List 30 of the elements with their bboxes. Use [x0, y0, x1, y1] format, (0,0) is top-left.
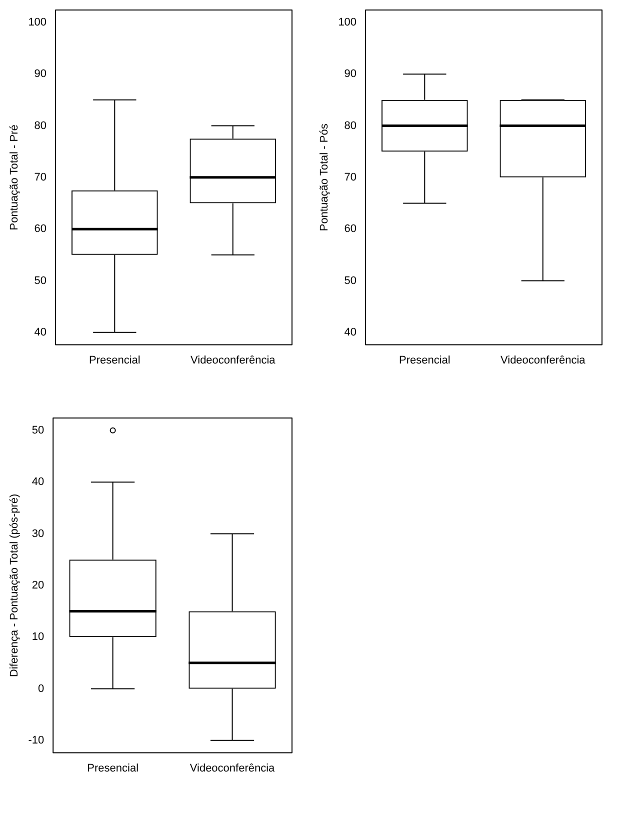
y-axis-title: Pontuação Total - Pós — [318, 123, 331, 232]
y-tick-label: 70 — [344, 171, 357, 184]
y-tick-label: 60 — [344, 223, 357, 236]
y-tick-label: 10 — [32, 631, 44, 644]
x-tick-label: Presencial — [87, 762, 139, 774]
x-tick-label: Videoconferência — [500, 354, 586, 366]
y-tick-label: 80 — [344, 120, 357, 132]
y-tick-label: 40 — [34, 326, 47, 338]
y-tick-label: 90 — [34, 68, 47, 80]
y-tick-label: 40 — [344, 326, 357, 338]
y-tick-label: 40 — [32, 476, 44, 488]
x-tick-label: Videoconferência — [190, 762, 276, 774]
x-tick-label: Videoconferência — [190, 354, 276, 366]
y-axis-title: Pontuação Total - Pré — [8, 124, 21, 230]
y-tick-label: 60 — [34, 223, 47, 236]
y-tick-label: 20 — [32, 579, 44, 592]
y-tick-label: 50 — [344, 274, 357, 287]
y-tick-label: 0 — [38, 682, 44, 695]
x-tick-label: Presencial — [88, 354, 140, 366]
y-tick-label: 70 — [34, 171, 47, 184]
y-tick-label: 90 — [344, 68, 357, 80]
x-tick-label: Presencial — [398, 354, 450, 366]
y-tick-label: 100 — [338, 16, 357, 28]
y-tick-label: 100 — [28, 16, 47, 28]
y-tick-label: 30 — [32, 528, 44, 540]
y-tick-label: 50 — [34, 274, 47, 287]
y-tick-label: -10 — [28, 734, 44, 746]
y-axis-title: Diferença - Pontuação Total (pós-pré) — [8, 494, 21, 678]
y-tick-label: 50 — [32, 424, 44, 436]
y-tick-label: 80 — [34, 120, 47, 132]
